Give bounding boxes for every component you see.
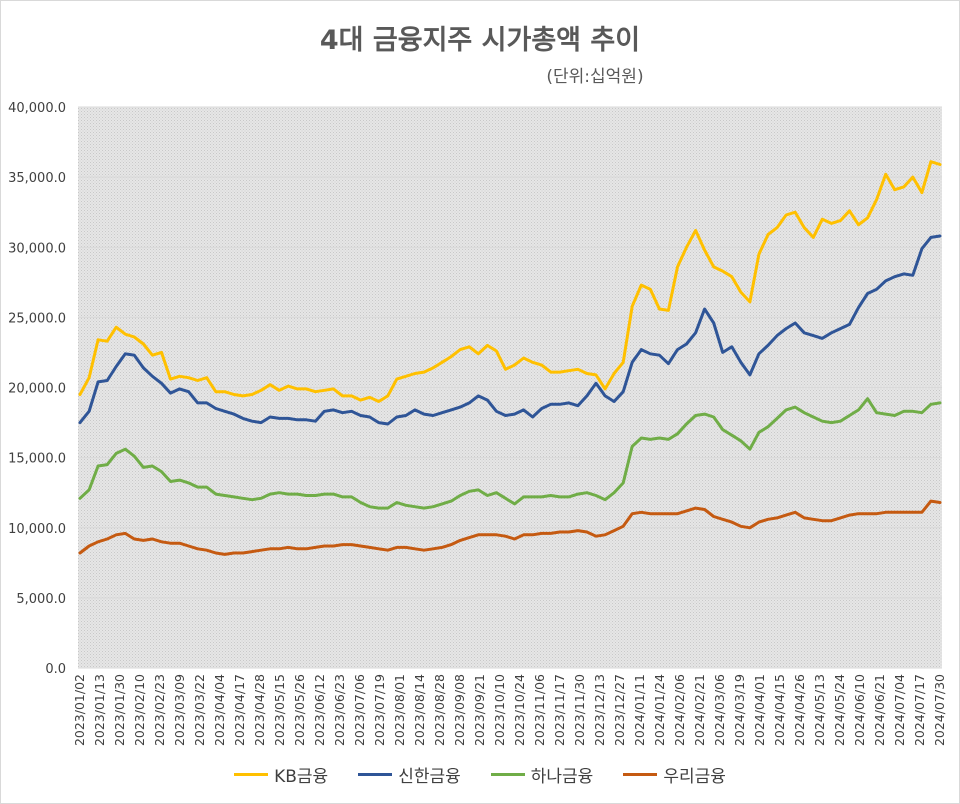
y-tick-label: 30,000.0 xyxy=(8,241,66,256)
chart-title: 4대 금융지주 시가총액 추이 xyxy=(319,25,641,56)
x-tick-label: 2023/05/15 xyxy=(272,674,287,746)
x-tick-label: 2024/03/19 xyxy=(732,674,747,746)
legend-item: 하나금융 xyxy=(490,762,594,787)
x-tick-label: 2024/06/21 xyxy=(872,674,887,746)
x-tick-label: 2024/06/10 xyxy=(852,674,867,746)
x-tick-label: 2023/12/13 xyxy=(592,674,607,746)
legend-item: 우리금융 xyxy=(623,762,726,787)
x-tick-label: 2023/01/30 xyxy=(112,674,127,746)
x-tick-label: 2023/09/08 xyxy=(452,674,467,746)
y-tick-label: 20,000.0 xyxy=(8,382,66,397)
x-tick-label: 2023/07/06 xyxy=(352,674,367,746)
x-tick-label: 2023/03/09 xyxy=(172,674,187,746)
x-tick-label: 2023/11/06 xyxy=(532,674,547,746)
y-tick-label: 35,000.0 xyxy=(8,171,66,186)
legend-label: 우리금융 xyxy=(663,767,726,787)
x-tick-label: 2023/11/30 xyxy=(572,674,587,746)
line-chart: 0.0 5,000.0 10,000.0 15,000.0 20,000.0 25,000… xyxy=(8,101,947,746)
x-tick-label: 2023/08/28 xyxy=(432,674,447,746)
y-tick-label: 0.0 xyxy=(45,662,66,677)
unit-label: (단위:십억원) xyxy=(546,67,644,87)
series-line-신한금융 xyxy=(78,234,942,426)
y-tick-label: 25,000.0 xyxy=(8,311,66,326)
x-tick-label: 2024/05/13 xyxy=(812,674,827,746)
x-tick-label: 2023/08/14 xyxy=(412,674,427,746)
x-tick-label: 2024/04/15 xyxy=(772,674,787,746)
x-tick-label: 2023/10/24 xyxy=(512,674,527,746)
x-tick-label: 2023/04/04 xyxy=(212,674,227,746)
x-tick-label: 2024/07/17 xyxy=(912,674,927,746)
x-tick-label: 2023/05/26 xyxy=(292,674,307,746)
x-tick-label: 2023/08/01 xyxy=(392,674,407,746)
series-line-KB금융 xyxy=(78,160,942,403)
x-tick-label: 2024/05/24 xyxy=(832,674,847,746)
legend-item: 신한금융 xyxy=(358,762,461,787)
legend-label: 신한금융 xyxy=(398,767,461,787)
legend-label: 하나금융 xyxy=(530,767,594,787)
x-tick-label: 2023/07/19 xyxy=(372,674,387,746)
x-tick-label: 2024/04/01 xyxy=(752,674,767,746)
x-tick-label: 2024/01/11 xyxy=(632,674,647,746)
x-tick-label: 2024/02/06 xyxy=(672,674,687,746)
x-tick-label: 2024/07/30 xyxy=(932,674,947,746)
legend-swatch xyxy=(490,773,525,776)
x-tick-label: 2024/07/04 xyxy=(892,674,907,746)
legend: KB금융 신한금융 하나금융 우리금융 xyxy=(0,762,960,787)
legend-swatch xyxy=(358,773,393,776)
x-tick-label: 2023/03/22 xyxy=(192,674,207,746)
x-tick-label: 2023/11/17 xyxy=(552,674,567,746)
x-tick-label: 2023/09/21 xyxy=(472,674,487,746)
x-tick-label: 2023/01/02 xyxy=(72,674,87,746)
x-tick-label: 2024/01/24 xyxy=(652,674,667,746)
x-tick-label: 2023/02/10 xyxy=(132,674,147,746)
y-tick-label: 5,000.0 xyxy=(16,592,66,607)
x-tick-label: 2024/02/21 xyxy=(692,674,707,746)
y-tick-label: 15,000.0 xyxy=(8,452,66,467)
x-tick-label: 2023/04/28 xyxy=(252,674,267,746)
x-tick-label: 2023/12/27 xyxy=(612,674,627,746)
x-tick-label: 2023/10/10 xyxy=(492,674,507,746)
y-tick-label: 40,000.0 xyxy=(8,101,66,116)
legend-swatch xyxy=(234,773,269,776)
series-line-우리금융 xyxy=(78,499,942,556)
legend-swatch xyxy=(623,773,658,776)
x-tick-label: 2023/06/23 xyxy=(332,674,347,746)
legend-item: KB금융 xyxy=(234,762,328,787)
x-tick-label: 2023/04/17 xyxy=(232,674,247,746)
series-line-하나금융 xyxy=(78,397,942,510)
x-tick-label: 2024/04/26 xyxy=(792,674,807,746)
y-tick-label: 10,000.0 xyxy=(8,522,66,537)
legend-label: KB금융 xyxy=(274,767,329,787)
x-tick-label: 2023/02/23 xyxy=(152,674,167,746)
x-tick-label: 2024/03/06 xyxy=(712,674,727,746)
x-tick-label: 2023/01/13 xyxy=(92,674,107,746)
x-tick-label: 2023/06/12 xyxy=(312,674,327,746)
